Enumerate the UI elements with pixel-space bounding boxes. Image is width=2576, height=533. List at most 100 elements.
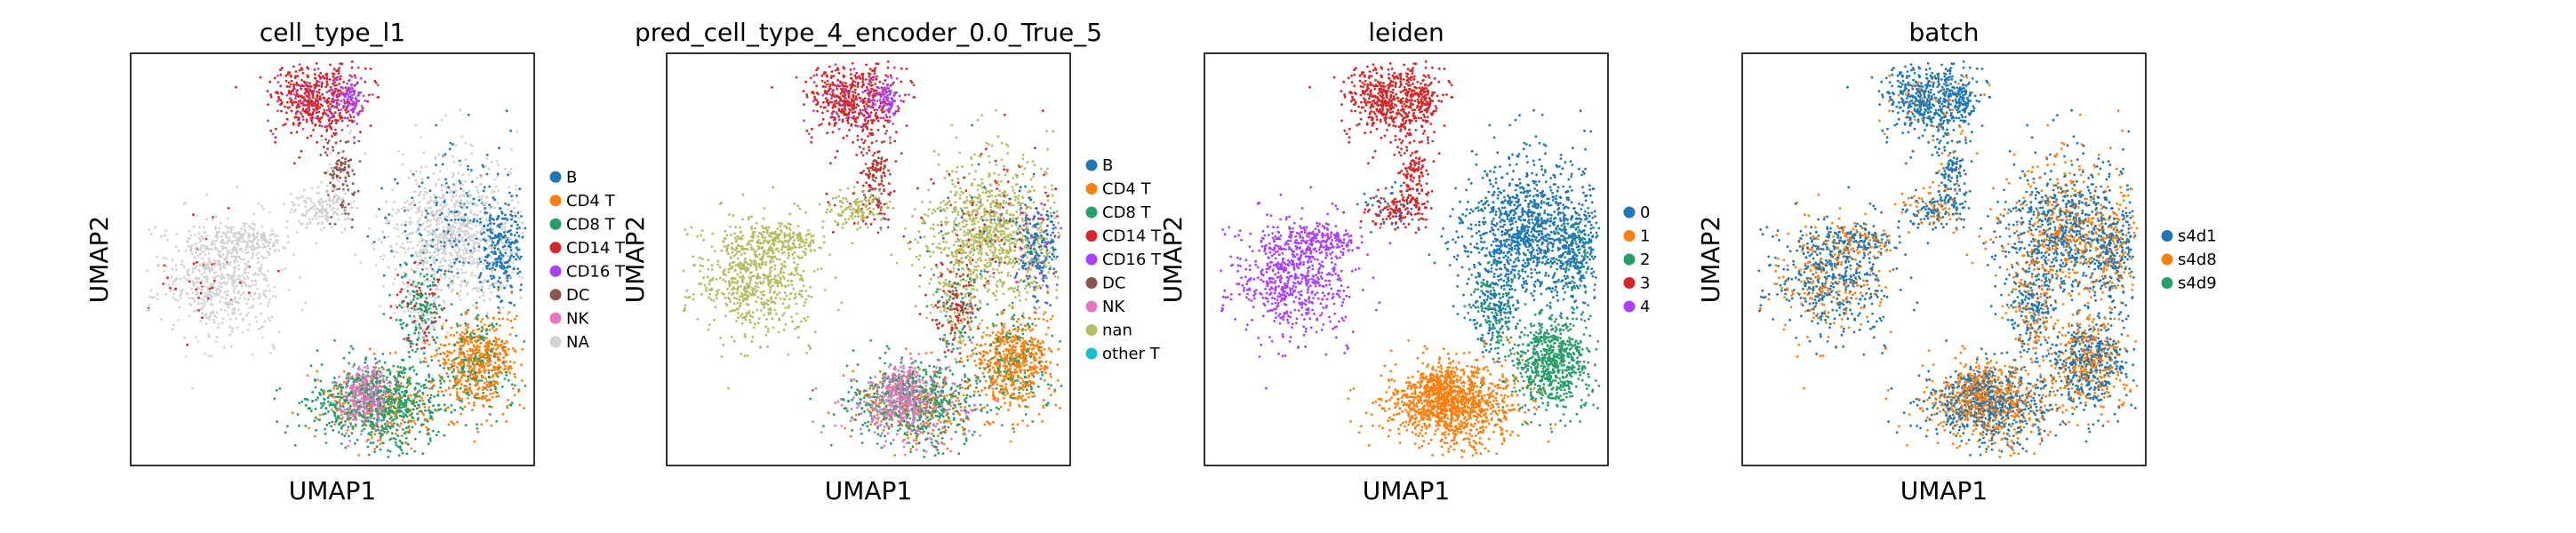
cell-point [426, 303, 429, 306]
cell-point [462, 370, 466, 373]
cell-point [467, 342, 470, 346]
cell-point [328, 163, 332, 166]
cell-point [335, 103, 339, 107]
cell-point [442, 351, 445, 354]
cell-point [478, 336, 482, 339]
cell-point [425, 328, 428, 330]
cell-point [484, 265, 488, 268]
cell-point [335, 179, 339, 181]
cell-point [338, 83, 340, 85]
cell-point [317, 209, 321, 212]
cell-point [187, 273, 189, 276]
cell-point [506, 399, 509, 402]
cell-point [240, 293, 243, 297]
cell-point [223, 282, 227, 285]
cell-point [321, 215, 324, 219]
cell-point [306, 222, 308, 226]
cell-point [412, 298, 415, 301]
cell-point [229, 318, 232, 321]
cell-point [401, 442, 404, 445]
cell-point [435, 123, 438, 127]
cell-point [503, 367, 507, 370]
cell-point [386, 423, 389, 426]
cell-point [319, 211, 322, 214]
cell-point [406, 199, 409, 203]
cell-point [323, 76, 326, 80]
cell-point [247, 225, 251, 227]
cell-point [503, 226, 506, 228]
cell-point [437, 278, 441, 282]
cell-point [461, 249, 465, 252]
cell-point [173, 278, 177, 282]
cell-point [493, 329, 496, 332]
cell-point [440, 390, 444, 393]
cell-point [485, 419, 488, 422]
cell-point [516, 227, 519, 230]
cell-point [428, 284, 432, 288]
cell-point [432, 378, 436, 382]
cell-point [480, 330, 484, 333]
cell-point [223, 309, 227, 312]
cell-point [491, 217, 494, 220]
cell-point [396, 306, 399, 309]
cell-point [326, 141, 329, 145]
cell-point [348, 362, 351, 365]
cell-point [452, 386, 455, 389]
cell-point [400, 390, 404, 394]
cell-point [506, 279, 509, 282]
cell-point [485, 347, 489, 351]
cell-point [423, 341, 427, 345]
cell-point [353, 91, 356, 94]
cell-point [488, 287, 491, 290]
cell-point [284, 431, 287, 434]
cell-point [495, 322, 499, 326]
cell-point [279, 99, 283, 101]
cell-point [396, 182, 399, 185]
cell-point [427, 427, 430, 431]
cell-point [510, 241, 514, 244]
cell-point [477, 368, 481, 371]
cell-point [509, 249, 513, 251]
cell-point [444, 235, 448, 238]
cell-point [329, 125, 332, 129]
cell-point [334, 201, 338, 204]
cell-point [444, 251, 447, 254]
cell-point [336, 92, 340, 96]
cell-point [471, 409, 474, 411]
cell-point [297, 84, 300, 87]
cell-point [402, 412, 405, 415]
cell-point [514, 384, 516, 387]
cell-point [407, 233, 411, 235]
cell-point [506, 276, 509, 280]
cell-point [409, 310, 412, 314]
cell-point [501, 243, 504, 245]
cell-point [193, 300, 196, 303]
cell-point [509, 210, 513, 213]
cell-point [255, 252, 258, 256]
cell-point [405, 386, 408, 389]
cell-point [478, 346, 482, 348]
cell-point [200, 243, 204, 247]
cell-point [329, 389, 332, 393]
cell-point [447, 350, 451, 354]
cell-point [215, 289, 219, 292]
cell-point [273, 243, 276, 247]
cell-point [259, 302, 262, 306]
cell-point [453, 261, 456, 265]
cell-point [156, 292, 159, 296]
cell-point [201, 312, 204, 314]
cell-point [421, 268, 424, 271]
cell-point [496, 295, 499, 298]
cell-point [415, 302, 418, 305]
cell-point [340, 212, 343, 216]
cell-point [332, 172, 336, 176]
cell-point [481, 228, 484, 231]
cell-point [349, 108, 353, 112]
cell-point [508, 186, 510, 189]
cell-point [294, 208, 297, 211]
cell-point [436, 242, 440, 244]
cell-point [468, 358, 471, 362]
cell-point [294, 113, 298, 115]
cell-point [472, 348, 475, 352]
cell-point [493, 336, 497, 339]
